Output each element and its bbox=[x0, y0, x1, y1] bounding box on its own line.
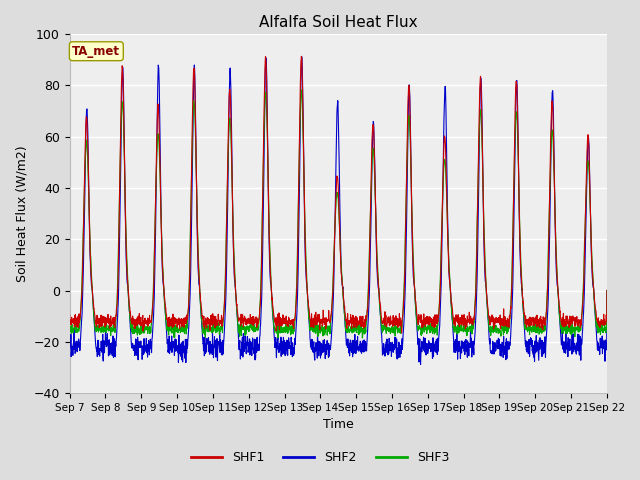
Title: Alfalfa Soil Heat Flux: Alfalfa Soil Heat Flux bbox=[259, 15, 418, 30]
X-axis label: Time: Time bbox=[323, 419, 354, 432]
Y-axis label: Soil Heat Flux (W/m2): Soil Heat Flux (W/m2) bbox=[15, 145, 28, 282]
Legend: SHF1, SHF2, SHF3: SHF1, SHF2, SHF3 bbox=[186, 446, 454, 469]
Text: TA_met: TA_met bbox=[72, 45, 120, 58]
